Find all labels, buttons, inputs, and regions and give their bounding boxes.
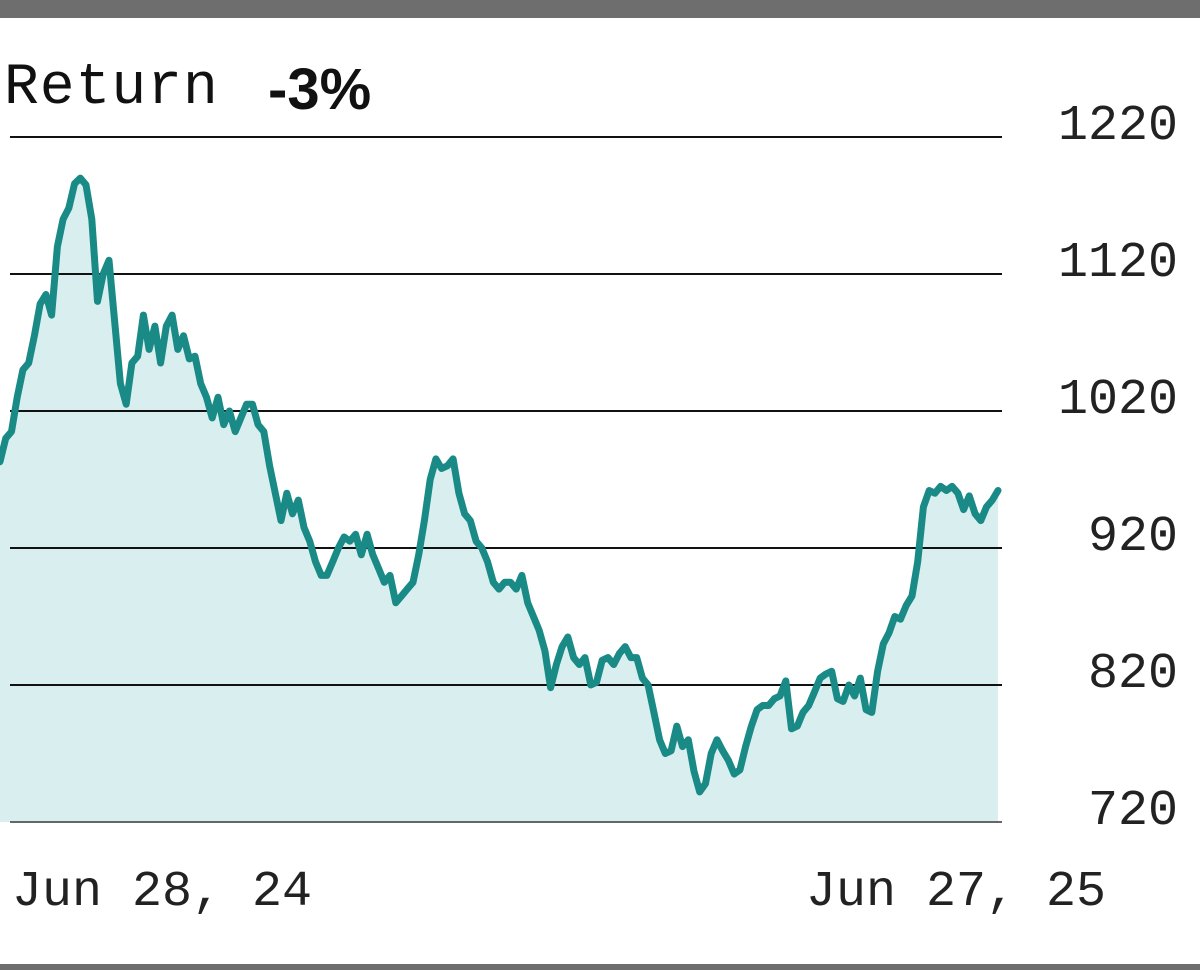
y-tick-label: 720 xyxy=(1088,783,1178,840)
y-tick-labels: 1220 1120 1020 920 820 720 xyxy=(1058,98,1178,840)
area-layer xyxy=(0,178,998,823)
series-area xyxy=(0,178,998,823)
y-tick-label: 1020 xyxy=(1058,372,1178,429)
return-label: Return xyxy=(4,56,219,121)
series-line xyxy=(0,174,1002,796)
top-rule xyxy=(0,0,1200,18)
y-tick-label: 820 xyxy=(1088,646,1178,703)
bottom-rule xyxy=(0,964,1200,970)
y-tick-label: 920 xyxy=(1088,509,1178,566)
grid-layer xyxy=(10,136,1002,823)
return-value: -3% xyxy=(268,57,372,122)
y-tick-label: 1120 xyxy=(1058,235,1178,292)
x-start-label: Jun 28, 24 xyxy=(12,864,312,921)
line-layer xyxy=(0,174,1002,796)
x-end-label: Jun 27, 25 xyxy=(806,864,1106,921)
y-tick-label: 1220 xyxy=(1058,98,1178,155)
